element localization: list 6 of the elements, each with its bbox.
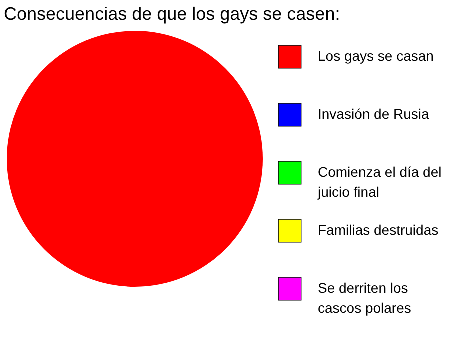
chart-title: Consecuencias de que los gays se casen: bbox=[4, 4, 340, 24]
legend-label: Invasión de Rusia bbox=[318, 106, 430, 122]
legend-label: Familias destruidas bbox=[318, 222, 439, 238]
legend-label: Se derriten los cascos polares bbox=[318, 280, 412, 316]
legend-label: Los gays se casan bbox=[318, 48, 434, 64]
legend-label: Comienza el día del juicio final bbox=[317, 164, 442, 200]
